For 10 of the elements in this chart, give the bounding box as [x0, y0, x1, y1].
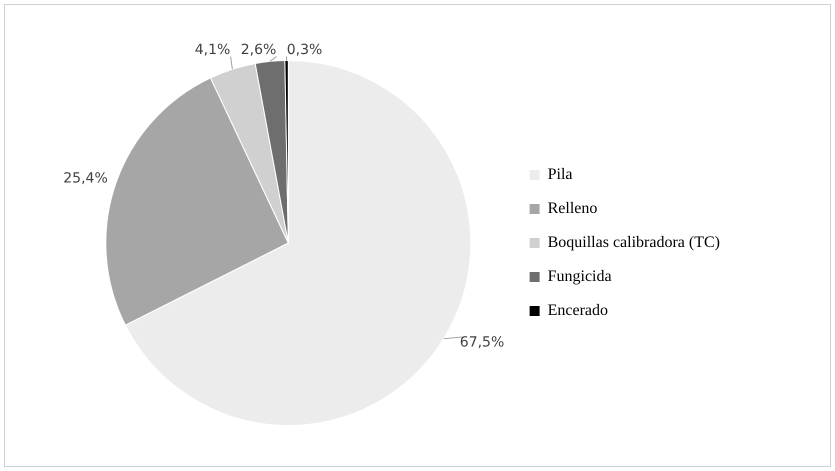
data-label: 0,3% [286, 42, 322, 58]
legend-label: Fungicida [548, 268, 612, 286]
legend-label: Boquillas calibradora (TC) [548, 234, 720, 252]
legend-label: Pila [548, 166, 572, 184]
legend-label: Relleno [548, 200, 598, 218]
data-label: 25,4% [63, 170, 108, 187]
data-label: 4,1% [194, 42, 230, 58]
legend-label: Encerado [548, 302, 608, 320]
data-label: 2,6% [240, 42, 276, 58]
data-label: 67,5% [460, 334, 504, 351]
